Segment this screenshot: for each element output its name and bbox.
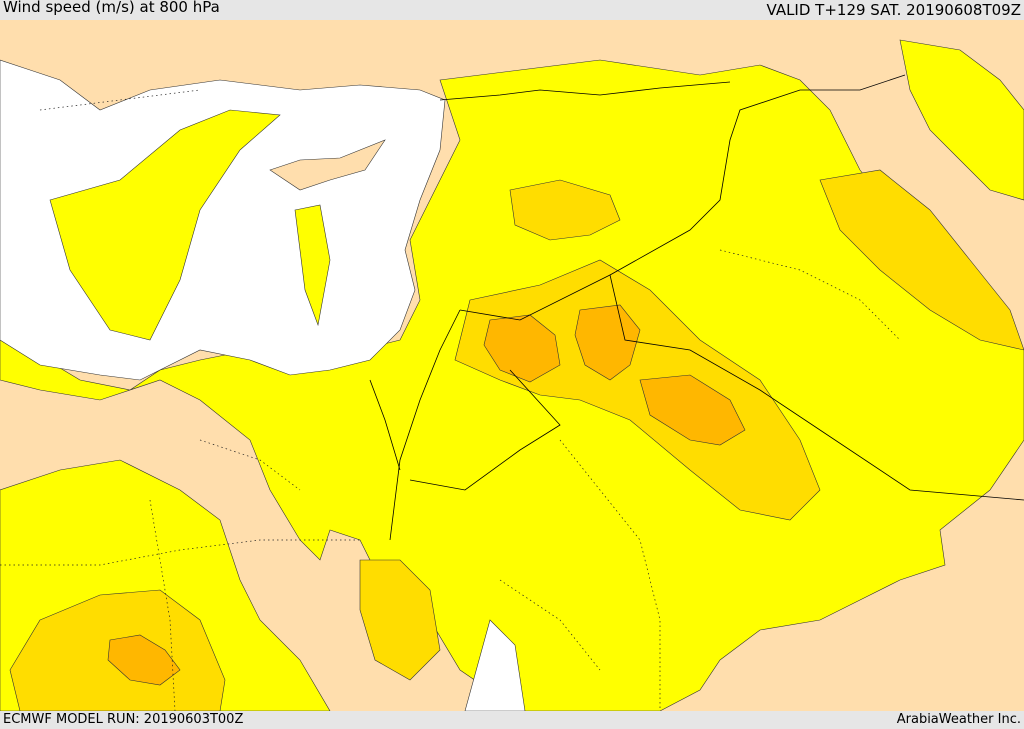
wind-speed-map[interactable]: [0, 20, 1024, 711]
moderate-wind-patch-sea-west: [49, 109, 281, 341]
fresh-wind-area-central: [454, 259, 821, 521]
strong-wind-core-center: [574, 304, 641, 381]
strong-wind-core-southwest: [107, 634, 181, 686]
moderate-wind-patch-sea-east: [294, 204, 331, 327]
country-borders: [369, 74, 1024, 541]
credit: ArabiaWeather Inc.: [896, 712, 1021, 727]
valid-time: VALID T+129 SAT. 20190608T09Z: [766, 1, 1021, 19]
fresh-wind-area-sinai: [359, 559, 441, 681]
province-borders: [0, 89, 901, 711]
strong-wind-core-west: [483, 314, 561, 383]
strong-wind-core-east: [639, 374, 746, 446]
header-bar: Wind speed (m/s) at 800 hPa VALID T+129 …: [0, 0, 1024, 20]
map-title: Wind speed (m/s) at 800 hPa: [3, 0, 220, 16]
fresh-wind-area-syria: [509, 179, 621, 241]
moderate-wind-area-north: [899, 39, 1024, 201]
calm-area-red-sea: [464, 619, 526, 711]
fresh-wind-area-iraq: [819, 169, 1024, 351]
model-run: ECMWF MODEL RUN: 20190603T00Z: [3, 712, 244, 727]
footer-bar: ECMWF MODEL RUN: 20190603T00Z ArabiaWeat…: [0, 711, 1024, 729]
land-cyprus: [269, 139, 386, 191]
